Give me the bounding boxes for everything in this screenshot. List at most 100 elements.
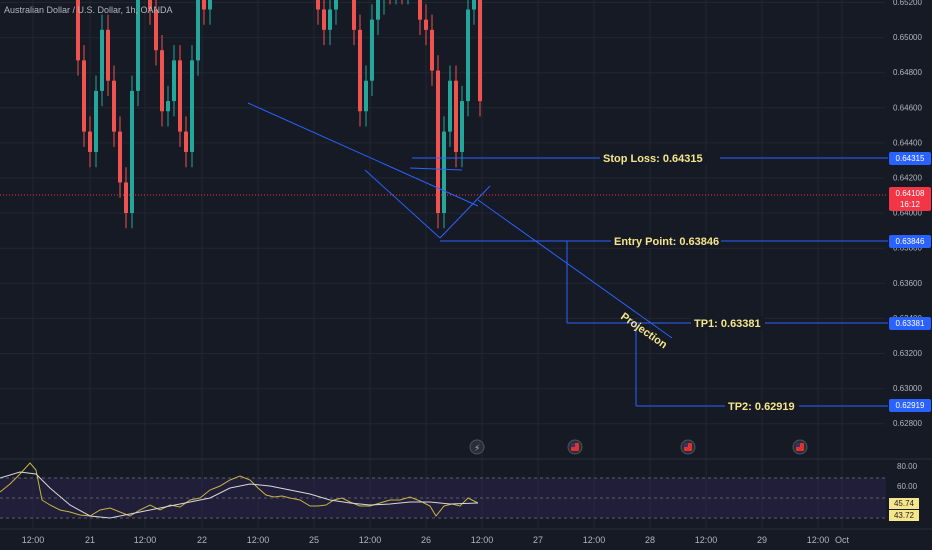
candle-body [316, 0, 320, 10]
flag-canton [684, 443, 688, 447]
candle-body [454, 80, 458, 152]
candle-body [118, 131, 122, 183]
tp1-price-tag: 0.63381 [889, 317, 931, 330]
time-axis-tick: 12:00 [22, 535, 45, 545]
candle-body [460, 101, 464, 152]
candle-body [112, 80, 116, 132]
candle-body [130, 90, 134, 213]
candle-body [160, 50, 164, 112]
price-axis-tick: 0.62800 [893, 419, 922, 428]
rsi-ma-value-tag: 43.72 [889, 510, 919, 521]
entry-label-bg [611, 234, 721, 248]
time-axis-tick: 26 [421, 535, 431, 545]
trendline-upper [247, 102, 479, 207]
candle-body [208, 0, 212, 10]
candle-body [472, 0, 476, 10]
rsi-value-tag: 45.74 [889, 498, 919, 509]
candle-body [94, 90, 98, 152]
candle-body [154, 9, 158, 51]
candle-body [418, 0, 422, 20]
stop-loss-label: Stop Loss: 0.64315 [603, 153, 703, 165]
candle-body [202, 0, 206, 10]
tp2-label: TP2: 0.62919 [728, 401, 795, 413]
candle-body [148, 0, 152, 10]
candles [76, 0, 482, 229]
candle-body [124, 182, 128, 213]
entry-label: Entry Point: 0.63846 [614, 236, 719, 248]
candle-body [430, 29, 434, 71]
time-axis-tick: Oct [835, 535, 850, 545]
tp1-label-bg [691, 316, 765, 330]
price-axis-tick: 0.65200 [893, 0, 922, 7]
tp1-label: TP1: 0.63381 [694, 318, 761, 330]
time-axis-tick: 29 [757, 535, 767, 545]
candle-body [322, 9, 326, 30]
flash-glyph: ⚡ [474, 444, 480, 454]
time-axis-tick: 12:00 [247, 535, 270, 545]
candle-body [334, 0, 338, 10]
flag-canton [571, 443, 575, 447]
candle-body [106, 29, 110, 81]
rsi-line [0, 462, 479, 517]
price-axis-tick: 0.64000 [893, 209, 922, 218]
price-axis-tick: 0.63200 [893, 349, 922, 358]
candle-body [166, 101, 170, 112]
candle-body [442, 131, 446, 213]
price-axis-tick: 0.64200 [893, 174, 922, 183]
channel-top [409, 167, 463, 171]
price-axis-tick: 0.63800 [893, 244, 922, 253]
candle-body [184, 131, 188, 152]
time-axis-tick: 22 [197, 535, 207, 545]
price-axis-tick: 0.65000 [893, 33, 922, 42]
price-axis-tick: 0.64600 [893, 103, 922, 112]
rsi-ma-line [0, 471, 479, 519]
candle-body [436, 70, 440, 213]
current-price-tag: 0.64108 16:12 [889, 187, 931, 211]
candle-body [196, 0, 200, 61]
candle-body [178, 60, 182, 132]
time-axis-tick: 21 [85, 535, 95, 545]
time-axis-tick: 12:00 [359, 535, 382, 545]
candle-body [172, 60, 176, 102]
flash-event-icon [469, 439, 485, 455]
candle-body [424, 19, 428, 30]
candle-body [376, 0, 380, 20]
tp2-price-tag: 0.62919 [889, 399, 931, 412]
projection-line [477, 199, 673, 339]
entry-price-tag: 0.63846 [889, 235, 931, 248]
chart-title: Australian Dollar / U.S. Dollar, 1h, OAN… [4, 5, 173, 15]
candle-body [82, 60, 86, 132]
candle-body [358, 29, 362, 112]
candle-body [448, 80, 452, 132]
price-axis-tick: 0.63600 [893, 279, 922, 288]
time-axis-tick: 12:00 [807, 535, 830, 545]
time-axis-tick: 27 [533, 535, 543, 545]
price-axis-tick: 0.64400 [893, 138, 922, 147]
stop-loss-price-tag: 0.64315 [889, 152, 931, 165]
candle-body [100, 29, 104, 91]
candle-body [76, 0, 80, 61]
candle-body [466, 9, 470, 102]
time-axis-tick: 28 [645, 535, 655, 545]
stop-loss-label-bg [600, 151, 720, 165]
candle-body [352, 0, 356, 30]
tp2-label-bg [725, 399, 799, 413]
time-axis-tick: 12:00 [583, 535, 606, 545]
flag-canton [796, 443, 800, 447]
candle-body [370, 19, 374, 81]
candle-body [136, 0, 140, 91]
price-axis-tick: 0.64800 [893, 68, 922, 77]
channel-right [439, 185, 491, 239]
candle-body [364, 80, 368, 112]
price-axis-tick: 0.63000 [893, 384, 922, 393]
candle-body [478, 0, 482, 102]
rsi-axis-tick: 60.00 [897, 482, 918, 491]
candle-body [328, 9, 332, 30]
channel-lower [364, 169, 441, 239]
time-axis-tick: 12:00 [695, 535, 718, 545]
candle-body [190, 60, 194, 152]
rsi-axis-tick: 80.00 [897, 462, 918, 471]
time-axis-tick: 12:00 [471, 535, 494, 545]
time-axis-tick: 12:00 [134, 535, 157, 545]
